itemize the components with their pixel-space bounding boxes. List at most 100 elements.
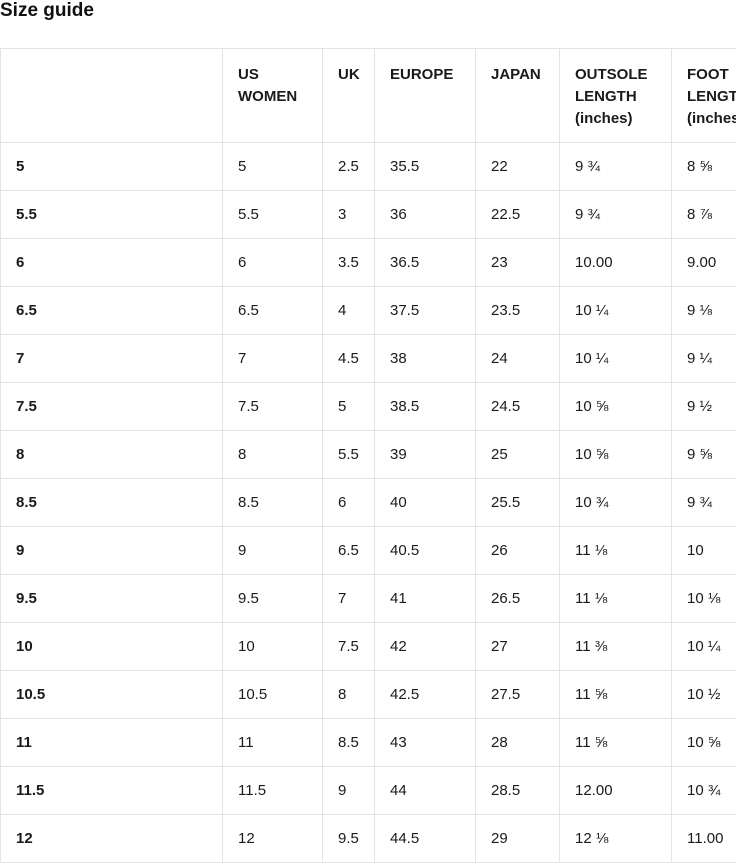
cell-foot_length: 8 ⅝	[671, 142, 736, 191]
row-label: 11	[0, 718, 223, 767]
cell-uk: 3	[322, 190, 375, 239]
cell-us_women: 9	[222, 526, 323, 575]
cell-japan: 25.5	[475, 478, 560, 527]
cell-foot_length: 10 ½	[671, 670, 736, 719]
column-header-japan: JAPAN	[475, 48, 560, 143]
cell-europe: 40	[374, 478, 476, 527]
table-row: 12 12 9.5 44.5 29 12 ⅛ 11.00	[0, 814, 736, 863]
cell-outsole_length: 10 ⅝	[559, 382, 672, 431]
cell-japan: 23	[475, 238, 560, 287]
cell-foot_length: 11.00	[671, 814, 736, 863]
column-header-us_women: US WOMEN	[222, 48, 323, 143]
table-row: 11.5 11.5 9 44 28.5 12.00 10 ¾	[0, 766, 736, 815]
cell-foot_length: 10 ⅛	[671, 574, 736, 623]
cell-foot_length: 9 ½	[671, 382, 736, 431]
cell-outsole_length: 11 ⅝	[559, 670, 672, 719]
column-header-outsole_length: OUTSOLE LENGTH (inches)	[559, 48, 672, 143]
cell-japan: 22.5	[475, 190, 560, 239]
column-header-foot_length: FOOT LENGTH (inches)	[671, 48, 736, 143]
cell-uk: 9	[322, 766, 375, 815]
row-label: 8	[0, 430, 223, 479]
cell-uk: 5	[322, 382, 375, 431]
cell-europe: 43	[374, 718, 476, 767]
cell-japan: 28	[475, 718, 560, 767]
cell-outsole_length: 11 ⅛	[559, 526, 672, 575]
cell-europe: 41	[374, 574, 476, 623]
cell-outsole_length: 11 ⅛	[559, 574, 672, 623]
cell-europe: 40.5	[374, 526, 476, 575]
cell-outsole_length: 10 ¼	[559, 286, 672, 335]
cell-us_women: 6.5	[222, 286, 323, 335]
table-row: 10.5 10.5 8 42.5 27.5 11 ⅝ 10 ½	[0, 670, 736, 719]
row-label: 8.5	[0, 478, 223, 527]
row-label: 6.5	[0, 286, 223, 335]
cell-uk: 4	[322, 286, 375, 335]
cell-us_women: 5	[222, 142, 323, 191]
cell-uk: 5.5	[322, 430, 375, 479]
cell-outsole_length: 9 ¾	[559, 190, 672, 239]
size-guide-table: US WOMEN UK EUROPE JAPAN OUTSOLE LENGTH (inc…	[0, 48, 736, 863]
cell-foot_length: 9 ¼	[671, 334, 736, 383]
row-label: 9	[0, 526, 223, 575]
cell-outsole_length: 12 ⅛	[559, 814, 672, 863]
row-label: 11.5	[0, 766, 223, 815]
cell-europe: 36.5	[374, 238, 476, 287]
cell-europe: 38	[374, 334, 476, 383]
table-row: 9.5 9.5 7 41 26.5 11 ⅛ 10 ⅛	[0, 574, 736, 623]
column-header-size	[0, 48, 223, 143]
cell-europe: 44	[374, 766, 476, 815]
cell-foot_length: 9 ⅝	[671, 430, 736, 479]
cell-foot_length: 9 ¾	[671, 478, 736, 527]
cell-foot_length: 10 ¾	[671, 766, 736, 815]
cell-foot_length: 10 ¼	[671, 622, 736, 671]
cell-us_women: 9.5	[222, 574, 323, 623]
cell-outsole_length: 10.00	[559, 238, 672, 287]
table-row: 9 9 6.5 40.5 26 11 ⅛ 10	[0, 526, 736, 575]
cell-us_women: 7.5	[222, 382, 323, 431]
page-title: Size guide	[0, 0, 94, 21]
row-label: 7	[0, 334, 223, 383]
row-label: 9.5	[0, 574, 223, 623]
cell-europe: 42	[374, 622, 476, 671]
size-table-container: US WOMEN UK EUROPE JAPAN OUTSOLE LENGTH (inc…	[0, 48, 736, 863]
cell-japan: 22	[475, 142, 560, 191]
cell-europe: 38.5	[374, 382, 476, 431]
cell-uk: 6.5	[322, 526, 375, 575]
cell-us_women: 11	[222, 718, 323, 767]
cell-us_women: 12	[222, 814, 323, 863]
cell-uk: 4.5	[322, 334, 375, 383]
cell-outsole_length: 10 ¼	[559, 334, 672, 383]
row-label: 10.5	[0, 670, 223, 719]
cell-uk: 8	[322, 670, 375, 719]
table-row: 6 6 3.5 36.5 23 10.00 9.00	[0, 238, 736, 287]
cell-us_women: 6	[222, 238, 323, 287]
cell-uk: 7	[322, 574, 375, 623]
cell-us_women: 11.5	[222, 766, 323, 815]
cell-europe: 37.5	[374, 286, 476, 335]
cell-uk: 6	[322, 478, 375, 527]
cell-japan: 27.5	[475, 670, 560, 719]
cell-foot_length: 9.00	[671, 238, 736, 287]
row-label: 12	[0, 814, 223, 863]
cell-japan: 24.5	[475, 382, 560, 431]
cell-europe: 42.5	[374, 670, 476, 719]
cell-us_women: 8	[222, 430, 323, 479]
cell-japan: 25	[475, 430, 560, 479]
cell-outsole_length: 11 ⅜	[559, 622, 672, 671]
cell-uk: 8.5	[322, 718, 375, 767]
cell-foot_length: 10 ⅝	[671, 718, 736, 767]
cell-outsole_length: 9 ¾	[559, 142, 672, 191]
cell-uk: 2.5	[322, 142, 375, 191]
cell-japan: 29	[475, 814, 560, 863]
cell-us_women: 10	[222, 622, 323, 671]
header-row: US WOMEN UK EUROPE JAPAN OUTSOLE LENGTH (inc…	[0, 48, 736, 143]
